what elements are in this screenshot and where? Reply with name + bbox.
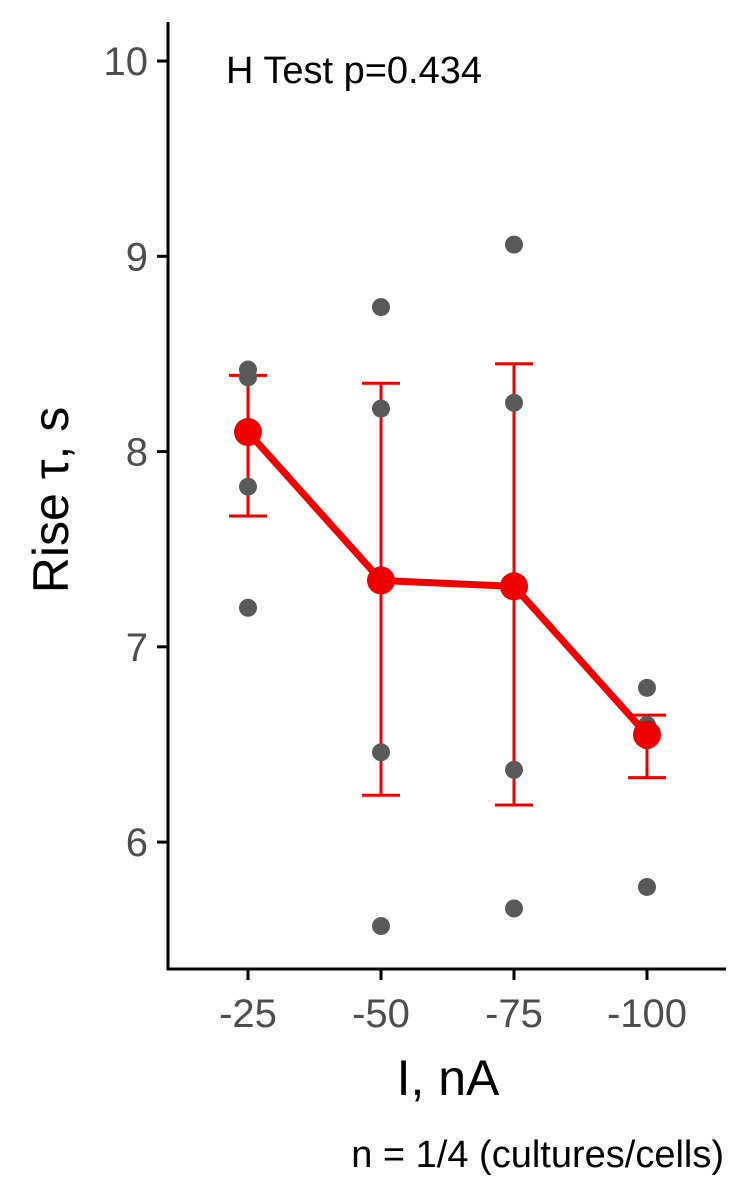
data-point <box>239 477 257 496</box>
y-axis-title: Rise τ, s <box>23 407 79 593</box>
mean-point <box>500 572 528 601</box>
data-point <box>372 399 390 418</box>
data-point <box>239 598 257 617</box>
y-tick-label: 10 <box>104 40 149 84</box>
data-point <box>239 368 257 387</box>
x-tick-label: -25 <box>219 992 277 1036</box>
y-tick-label: 8 <box>126 431 148 475</box>
data-point <box>505 393 523 412</box>
y-tick-label: 9 <box>126 235 148 279</box>
mean-line <box>245 429 650 738</box>
mean-point <box>367 566 395 595</box>
data-point <box>505 235 523 254</box>
mean-point <box>234 418 262 447</box>
mean-point <box>633 720 661 749</box>
x-tick-label: -100 <box>607 992 687 1036</box>
data-point <box>372 917 390 936</box>
axes: 6 7 8 9 10 -25 -50 -75 -100 <box>104 22 726 1036</box>
data-point <box>372 298 390 317</box>
data-point <box>505 899 523 918</box>
plot-area <box>229 235 666 936</box>
x-axis-title: I, nA <box>397 1050 500 1106</box>
x-tick-label: -75 <box>485 992 543 1036</box>
y-tick-label: 7 <box>126 626 148 670</box>
data-point <box>372 743 390 762</box>
data-point <box>638 678 656 697</box>
annotation-text: H Test p=0.434 <box>226 50 482 92</box>
x-tick-label: -50 <box>352 992 410 1036</box>
caption-text: n = 1/4 (cultures/cells) <box>351 1134 724 1176</box>
data-point <box>638 877 656 896</box>
data-point <box>505 760 523 779</box>
y-tick-label: 6 <box>126 821 148 865</box>
labels: H Test p=0.434 I, nA Rise τ, s n = 1/4 (… <box>23 50 724 1176</box>
